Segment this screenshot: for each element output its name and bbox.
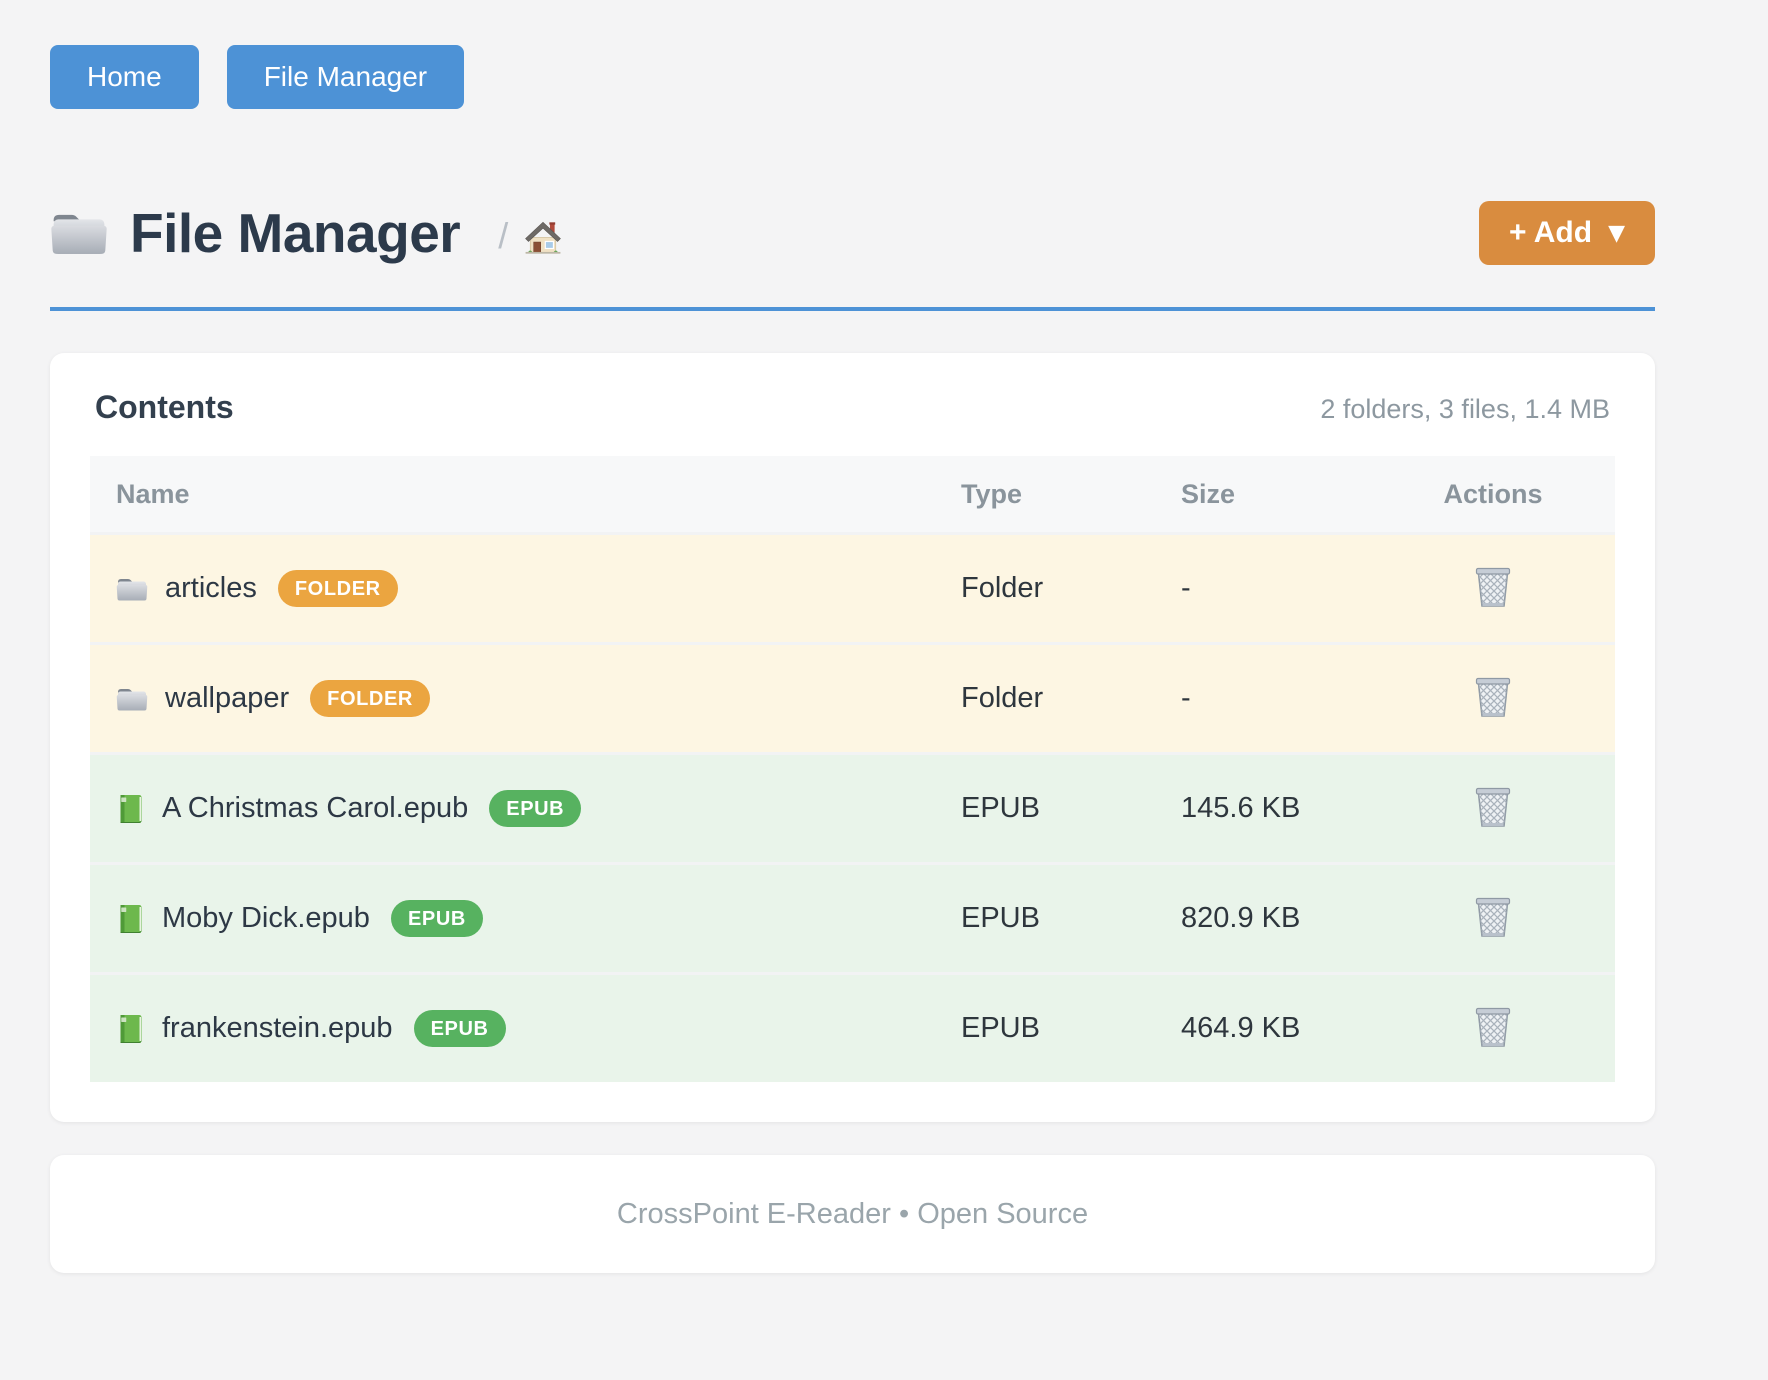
green-book-icon <box>120 1014 142 1043</box>
delete-button[interactable] <box>1471 561 1515 611</box>
breadcrumb-home-icon[interactable] <box>524 220 562 256</box>
column-header-size: Size <box>1181 478 1236 509</box>
file-manager-button[interactable]: File Manager <box>226 45 465 109</box>
page: Home File Manager File Manager / <box>50 0 1655 1273</box>
trash-icon <box>1475 1007 1511 1047</box>
contents-header: Contents 2 folders, 3 files, 1.4 MB <box>90 389 1615 426</box>
folder-badge: FOLDER <box>277 570 398 607</box>
breadcrumb-separator: / <box>498 215 509 256</box>
trash-icon <box>1475 897 1511 937</box>
column-header-name: Name <box>116 478 190 509</box>
add-button[interactable]: + Add ▼ <box>1479 201 1655 265</box>
footer-text: CrossPoint E-Reader • Open Source <box>616 1197 1089 1230</box>
epub-badge: EPUB <box>489 790 582 827</box>
table-row: wallpaper FOLDER Folder - <box>90 642 1615 752</box>
type-cell: EPUB <box>961 1012 1040 1044</box>
title-group: File Manager / <box>50 201 562 265</box>
folder-link[interactable]: wallpaper <box>165 682 290 714</box>
size-cell: 820.9 KB <box>1181 902 1301 934</box>
delete-button[interactable] <box>1471 891 1515 941</box>
title-row: File Manager / + Add ▼ <box>50 201 1655 265</box>
delete-button[interactable] <box>1471 781 1515 831</box>
size-cell: - <box>1181 572 1191 604</box>
type-cell: EPUB <box>961 902 1040 934</box>
type-cell: Folder <box>961 572 1044 604</box>
folder-badge: FOLDER <box>310 680 430 717</box>
caret-down-icon: ▼ <box>1608 220 1625 246</box>
trash-icon <box>1475 567 1511 607</box>
file-link[interactable]: frankenstein.epub <box>162 1012 393 1044</box>
epub-badge: EPUB <box>413 1010 506 1047</box>
type-cell: Folder <box>961 682 1044 714</box>
folder-icon <box>116 578 148 600</box>
table-header-row: Name Type Size Actions <box>90 456 1615 532</box>
top-nav: Home File Manager <box>50 45 1655 109</box>
size-cell: 464.9 KB <box>1181 1012 1301 1044</box>
type-cell: EPUB <box>961 792 1040 824</box>
file-link[interactable]: Moby Dick.epub <box>162 902 370 934</box>
table-row: articles FOLDER Folder - <box>90 532 1615 642</box>
column-header-type: Type <box>961 478 1023 509</box>
delete-button[interactable] <box>1471 1001 1515 1051</box>
size-cell: - <box>1181 682 1191 714</box>
file-table: Name Type Size Actions articles FOLDER F… <box>90 456 1615 1082</box>
table-row: frankenstein.epub EPUB EPUB 464.9 KB <box>90 972 1615 1082</box>
table-row: Moby Dick.epub EPUB EPUB 820.9 KB <box>90 862 1615 972</box>
size-cell: 145.6 KB <box>1181 792 1301 824</box>
green-book-icon <box>120 794 142 823</box>
contents-heading: Contents <box>95 389 234 425</box>
folder-link[interactable]: articles <box>165 572 257 604</box>
page-title: File Manager <box>130 202 461 264</box>
footer-card: CrossPoint E-Reader • Open Source <box>50 1155 1655 1273</box>
home-button[interactable]: Home <box>50 45 199 109</box>
epub-badge: EPUB <box>390 900 483 937</box>
file-link[interactable]: A Christmas Carol.epub <box>162 792 469 824</box>
folder-icon <box>116 688 148 710</box>
title-divider <box>50 307 1655 311</box>
green-book-icon <box>120 904 142 933</box>
column-header-actions: Actions <box>1443 478 1543 509</box>
table-row: A Christmas Carol.epub EPUB EPUB 145.6 K… <box>90 752 1615 862</box>
folder-icon <box>51 214 107 254</box>
trash-icon <box>1475 787 1511 827</box>
delete-button[interactable] <box>1471 671 1515 721</box>
add-button-label: + Add <box>1509 216 1593 249</box>
trash-icon <box>1475 677 1511 717</box>
contents-card: Contents 2 folders, 3 files, 1.4 MB Name… <box>50 353 1655 1122</box>
contents-summary: 2 folders, 3 files, 1.4 MB <box>1320 394 1610 424</box>
